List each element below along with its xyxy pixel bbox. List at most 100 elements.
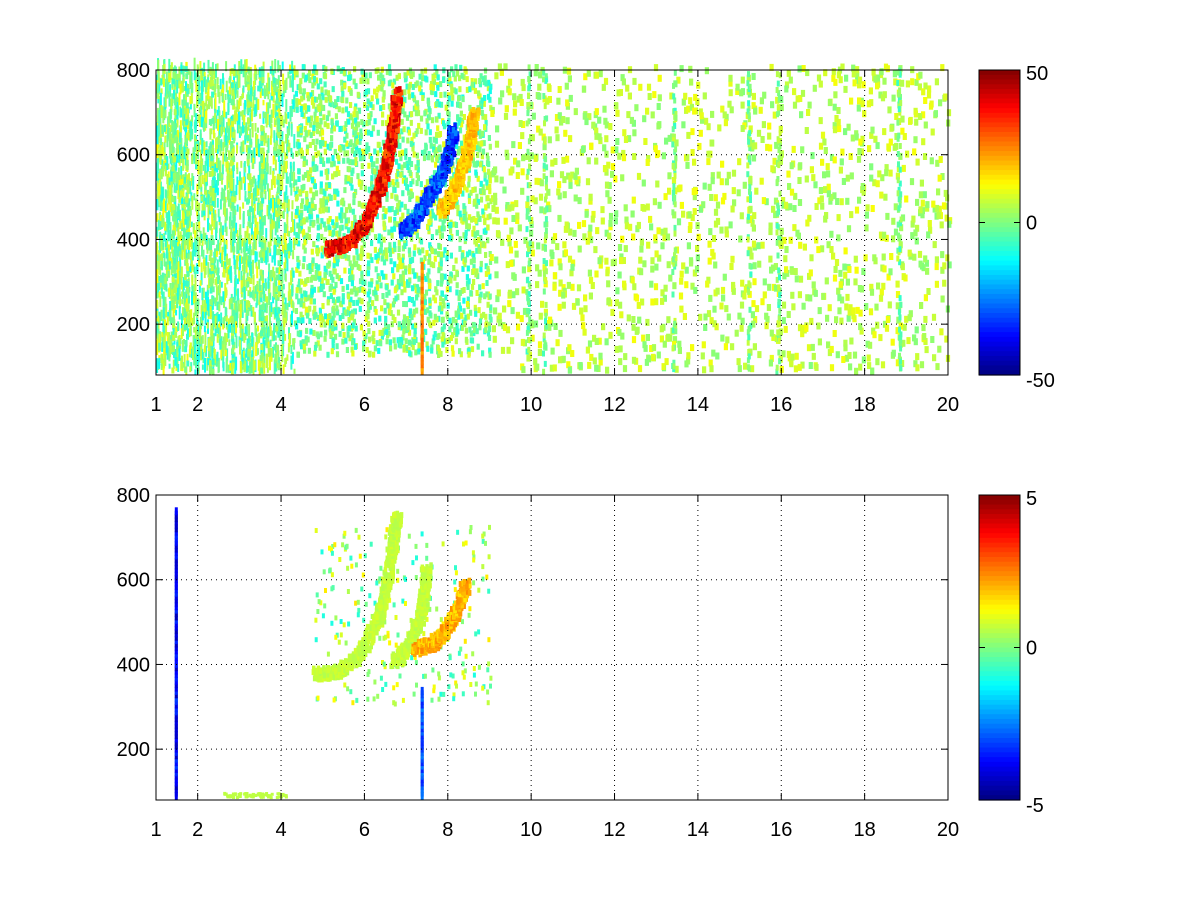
heatmap-cell [478,318,483,325]
heatmap-cell [189,315,192,327]
heatmap-cell [364,333,368,340]
heatmap-cell [370,175,374,182]
heatmap-cell [432,136,436,143]
heatmap-cell [381,80,385,87]
heatmap-cell [279,179,282,191]
heatmap-cell [328,216,332,222]
heatmap-cell [914,326,919,334]
heatmap-cell [437,251,441,258]
heatmap-cell [200,346,203,361]
heatmap-cell [439,81,443,88]
heatmap-cell [240,177,243,190]
heatmap-cell [331,86,335,93]
heatmap-cell [243,161,246,170]
heatmap-cell [218,314,220,322]
heatmap-cell [216,187,219,196]
heatmap-cell [471,230,475,236]
heatmap-cell [338,230,342,237]
heatmap-cell [460,140,464,147]
heatmap-cell [180,283,183,290]
heatmap-cell [843,85,848,93]
heatmap-cell [264,190,267,200]
heatmap-cell [483,95,487,101]
heatmap-cell [358,151,362,158]
heatmap-cell [250,150,253,163]
heatmap-cell [162,205,165,219]
heatmap-cell [312,125,316,132]
heatmap-cell [656,103,661,110]
heatmap-cell [241,122,244,134]
heatmap-cell [331,173,335,180]
heatmap-cell [433,149,437,156]
heatmap-cell [189,75,192,89]
heatmap-cell [265,324,268,336]
heatmap-cell [420,68,424,75]
heatmap-cell [197,159,200,175]
heatmap-cell [466,313,470,320]
heatmap-cell [193,107,196,118]
heatmap-cell [408,350,412,357]
heatmap-cell [216,154,218,168]
heatmap-cell [258,143,261,158]
heatmap-cell [285,77,288,90]
heatmap-cell [367,307,371,314]
heatmap-cell [440,305,444,312]
heatmap-cell [169,149,172,159]
heatmap-cell [467,278,471,285]
heatmap-cell [213,70,216,80]
heatmap-cell [207,358,210,366]
heatmap-cell [321,94,325,101]
heatmap-cell [326,196,330,203]
heatmap-cell [190,348,193,359]
heatmap-cell [454,257,458,264]
heatmap-cell [347,203,351,210]
heatmap-cell [347,255,351,262]
heatmap-cell [305,295,309,302]
heatmap-cell [255,74,258,81]
heatmap-cell [389,310,393,316]
heatmap-cell [415,229,419,236]
heatmap-cell [467,348,471,354]
heatmap-cell [419,81,423,88]
heatmap-cell [318,140,323,146]
heatmap-cell [277,363,280,370]
heatmap-cell [837,307,842,315]
heatmap-cell [297,168,301,175]
heatmap-cell [281,244,284,254]
heatmap-cell [179,120,182,129]
heatmap-cell [236,176,239,185]
heatmap-cell [357,200,361,207]
heatmap-cell [423,299,427,306]
heatmap-cell [183,109,186,121]
heatmap-cell [199,61,202,75]
heatmap-cell [375,92,379,99]
heatmap-cell [227,170,230,182]
heatmap-cell [191,291,193,306]
heatmap-cell [396,294,400,301]
heatmap-cell [330,68,334,75]
heatmap-cell [475,328,479,335]
heatmap-cell [206,237,208,250]
heatmap-cell [189,251,192,260]
heatmap-cell [163,198,165,213]
heatmap-cell [608,212,614,220]
heatmap-cell [760,298,765,306]
heatmap-cell [300,293,304,300]
heatmap-cell [781,301,787,309]
heatmap-cell [224,93,227,101]
heatmap-cell [388,303,392,310]
heatmap-cell [302,183,306,190]
heatmap-cell [180,165,183,180]
heatmap-cell [893,228,899,236]
heatmap-cell [207,194,210,205]
heatmap-cell [273,271,276,280]
heatmap-cell [301,64,305,71]
heatmap-cell [321,303,325,309]
heatmap-cell [268,312,271,327]
heatmap-cell [217,135,220,146]
heatmap-cell [355,138,359,145]
heatmap-cell [443,273,447,280]
heatmap-cell [338,330,342,337]
heatmap-cell [348,260,352,267]
heatmap-cell [164,92,167,107]
